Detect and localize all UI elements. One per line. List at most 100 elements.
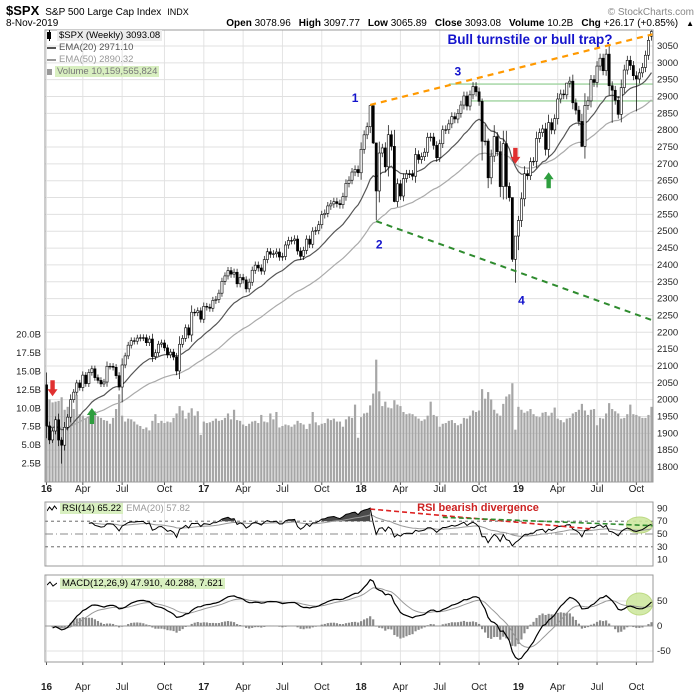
- svg-text:-50: -50: [657, 646, 671, 657]
- quote-low: Low 3065.89: [367, 18, 427, 29]
- svg-text:30: 30: [657, 542, 668, 553]
- legend-row-spx: $SPX (Weekly) 3093.08: [47, 30, 163, 41]
- svg-text:2300: 2300: [657, 294, 678, 305]
- rsi-squiggle-icon: [47, 504, 57, 511]
- svg-text:Oct: Oct: [629, 484, 645, 495]
- svg-text:50: 50: [657, 529, 668, 540]
- legend-spx-label: $SPX (Weekly) 3093.08: [57, 30, 163, 41]
- legend-rsi-label: RSI(14) 65.22: [60, 503, 124, 514]
- grid-layer: [45, 30, 653, 662]
- svg-text:Apr: Apr: [550, 682, 566, 693]
- svg-text:19: 19: [513, 682, 525, 693]
- svg-text:17: 17: [198, 682, 210, 693]
- svg-text:90: 90: [657, 503, 668, 514]
- svg-text:2500: 2500: [657, 226, 678, 237]
- svg-text:Jul: Jul: [276, 682, 289, 693]
- symbol: $SPX: [6, 3, 40, 18]
- svg-text:2700: 2700: [657, 159, 678, 170]
- svg-text:19: 19: [513, 484, 525, 495]
- svg-text:1900: 1900: [657, 428, 678, 439]
- quote-high: High 3097.77: [298, 18, 360, 29]
- chart-canvas: 1800185019001950200020502100215022002250…: [16, 29, 678, 693]
- svg-text:2250: 2250: [657, 310, 678, 321]
- svg-text:3050: 3050: [657, 41, 678, 52]
- legend-rsi-ema-label: EMA(20) 57.82: [126, 503, 191, 514]
- svg-text:Apr: Apr: [75, 484, 91, 495]
- svg-text:2.5B: 2.5B: [21, 459, 41, 470]
- svg-text:Apr: Apr: [235, 484, 251, 495]
- quote-close: Close 3093.08: [434, 18, 502, 29]
- svg-text:Apr: Apr: [393, 682, 409, 693]
- legend-macd-label: MACD(12,26,9) 47.910, 40.288, 7.621: [60, 578, 226, 589]
- legend-row-volume: Volume 10,159,565,824: [47, 66, 162, 77]
- svg-text:17: 17: [198, 484, 210, 495]
- svg-text:10: 10: [657, 555, 668, 566]
- main-legend: $SPX (Weekly) 3093.08 EMA(20) 2971.10 EM…: [47, 30, 163, 78]
- svg-text:2450: 2450: [657, 243, 678, 254]
- chart-area: 1800 1850 1900 1950 2000 2050 2100 2150 2200 2250…: [0, 28, 700, 700]
- svg-text:3: 3: [455, 64, 462, 78]
- legend-row-macd: MACD(12,26,9) 47.910, 40.288, 7.621: [47, 578, 226, 589]
- macd-legend: MACD(12,26,9) 47.910, 40.288, 7.621: [47, 578, 226, 590]
- svg-text:18: 18: [356, 484, 368, 495]
- svg-text:18: 18: [356, 682, 368, 693]
- svg-text:Apr: Apr: [235, 682, 251, 693]
- svg-text:2150: 2150: [657, 344, 678, 355]
- svg-text:RSI bearish divergence: RSI bearish divergence: [417, 502, 539, 514]
- svg-text:2750: 2750: [657, 142, 678, 153]
- chart-header: $SPX S&P 500 Large Cap Index INDX © Stoc…: [0, 0, 700, 29]
- svg-text:2600: 2600: [657, 193, 678, 204]
- svg-text:Jul: Jul: [116, 682, 129, 693]
- copyright: © StockCharts.com: [607, 7, 694, 18]
- svg-text:Apr: Apr: [393, 484, 409, 495]
- svg-text:2850: 2850: [657, 108, 678, 119]
- svg-text:Oct: Oct: [314, 682, 330, 693]
- svg-text:2900: 2900: [657, 92, 678, 103]
- svg-text:12.5B: 12.5B: [16, 385, 41, 396]
- svg-text:16: 16: [41, 484, 53, 495]
- candlestick-icon: [47, 30, 51, 41]
- svg-text:1: 1: [352, 91, 359, 105]
- up-triangle-icon: ▲: [686, 19, 694, 28]
- svg-text:2550: 2550: [657, 209, 678, 220]
- svg-text:7.5B: 7.5B: [21, 422, 41, 433]
- quote-date: 8-Nov-2019: [6, 18, 59, 29]
- svg-text:50: 50: [657, 596, 668, 607]
- svg-text:3000: 3000: [657, 58, 678, 69]
- svg-text:17.5B: 17.5B: [16, 348, 41, 359]
- axis-labels: 1800185019001950200020502100215022002250…: [16, 41, 678, 693]
- quote-volume: Volume 10.2B: [509, 18, 574, 29]
- index-name: S&P 500 Large Cap Index: [45, 7, 162, 18]
- svg-text:2650: 2650: [657, 176, 678, 187]
- ema-lines: [46, 72, 652, 431]
- svg-text:Oct: Oct: [157, 682, 173, 693]
- candles-layer: [45, 29, 653, 464]
- svg-text:2: 2: [376, 238, 383, 252]
- rsi-panel: RSI bearish divergence: [88, 502, 654, 547]
- svg-text:Oct: Oct: [471, 484, 487, 495]
- ema50-line-icon: [47, 58, 56, 61]
- svg-text:70: 70: [657, 516, 668, 527]
- ema20-line-icon: [47, 46, 56, 49]
- svg-text:Bull turnstile or bull trap?: Bull turnstile or bull trap?: [448, 32, 613, 47]
- volume-bars: [45, 359, 653, 482]
- svg-text:Apr: Apr: [550, 484, 566, 495]
- svg-text:16: 16: [41, 682, 53, 693]
- legend-row-rsi: RSI(14) 65.22 EMA(20) 57.82: [47, 503, 190, 514]
- svg-text:Jul: Jul: [591, 682, 604, 693]
- svg-text:1950: 1950: [657, 411, 678, 422]
- quote-row: Open 3078.96 High 3097.77 Low 3065.89 Cl…: [226, 18, 694, 29]
- svg-text:Oct: Oct: [471, 682, 487, 693]
- svg-text:1800: 1800: [657, 462, 678, 473]
- annotations-layer: 1 2 3 4 Bull turnstile or bull trap?: [47, 32, 654, 425]
- macd-panel: [51, 578, 653, 661]
- svg-text:15.0B: 15.0B: [16, 366, 41, 377]
- svg-text:2050: 2050: [657, 378, 678, 389]
- svg-text:2800: 2800: [657, 125, 678, 136]
- svg-text:2350: 2350: [657, 277, 678, 288]
- svg-text:2000: 2000: [657, 395, 678, 406]
- svg-text:5.0B: 5.0B: [21, 440, 41, 451]
- svg-text:Jul: Jul: [591, 484, 604, 495]
- svg-text:0: 0: [657, 621, 662, 632]
- panel-borders: [44, 29, 654, 663]
